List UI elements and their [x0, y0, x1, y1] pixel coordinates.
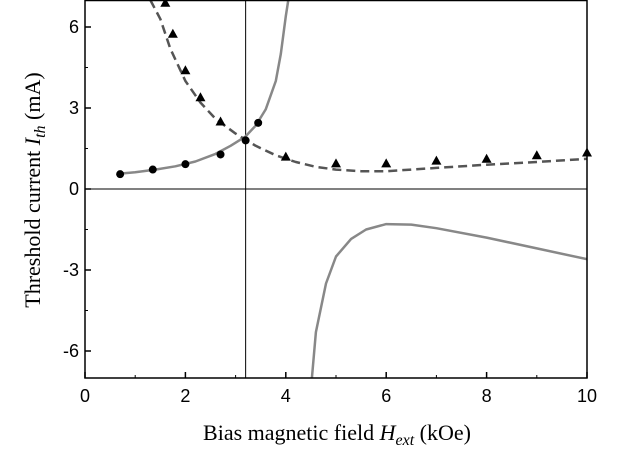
triangle-point [167, 28, 178, 38]
triangle-point [431, 155, 442, 165]
x-tick-label: 6 [381, 386, 391, 406]
y-tick-label: -3 [63, 260, 79, 280]
triangle-point [160, 0, 171, 7]
triangle-point [481, 153, 492, 163]
dashed-curve [149, 0, 587, 173]
circle-point [241, 136, 250, 145]
x-tick-label: 4 [281, 386, 291, 406]
x-tick-label: 10 [577, 386, 597, 406]
y-tick-label: 0 [69, 179, 79, 199]
y-tick-label: 6 [69, 17, 79, 37]
triangle-point [215, 116, 226, 126]
circle-point [254, 118, 263, 127]
triangle-point [381, 158, 392, 168]
y-tick-label: 3 [69, 98, 79, 118]
triangle-point [180, 65, 191, 75]
triangle-point [531, 150, 542, 160]
x-axis-title: Bias magnetic field Hext (kOe) [203, 420, 471, 449]
x-tick-label: 8 [482, 386, 492, 406]
circle-point [181, 160, 190, 169]
circle-point [116, 170, 125, 179]
plot-area [85, 0, 592, 378]
solid-curve-1 [310, 222, 587, 378]
labels: Bias magnetic field Hext (kOe) Threshold… [20, 72, 471, 449]
circle-point [216, 150, 225, 159]
triangle-point [195, 92, 206, 102]
y-axis-title: Threshold current Ith (mA) [20, 72, 49, 307]
triangle-point [280, 151, 291, 161]
x-tick-label: 2 [180, 386, 190, 406]
y-tick-label: -6 [63, 341, 79, 361]
x-tick-label: 0 [80, 386, 90, 406]
axes: 0 2 4 6 8 10 -6 -3 0 3 6 [63, 0, 597, 406]
solid-curve-0 [119, 0, 290, 175]
circle-point [148, 165, 157, 174]
triangle-point [331, 158, 341, 168]
